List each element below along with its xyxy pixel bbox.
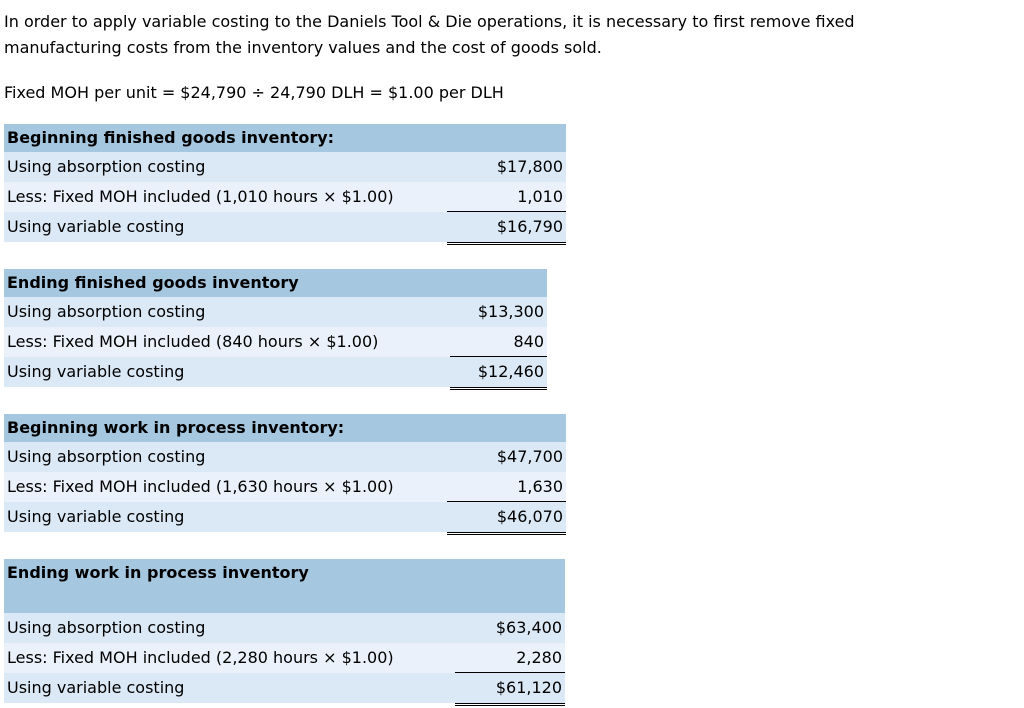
table-row: Less: Fixed MOH included (1,630 hours × …	[4, 472, 566, 502]
table-row: Using variable costing $46,070	[4, 502, 566, 535]
table-row: Using variable costing $61,120	[4, 673, 565, 706]
row-label-variable-costing: Using variable costing	[7, 217, 185, 236]
intro-paragraph-line-2: manufacturing costs from the inventory v…	[4, 38, 602, 57]
table-header-beginning-finished-goods: Beginning finished goods inventory:	[4, 124, 566, 152]
intro-paragraph-line-1: In order to apply variable costing to th…	[4, 12, 855, 31]
row-amount-less-fixed-moh: 2,280	[455, 643, 565, 673]
table-ending-wip-inventory: Ending work in process inventory Using a…	[4, 559, 565, 706]
table-row: Using variable costing $12,460	[4, 357, 547, 390]
row-label-variable-costing: Using variable costing	[7, 507, 185, 526]
table-row: Using absorption costing $13,300	[4, 297, 547, 327]
row-amount-less-fixed-moh: 1,010	[447, 182, 566, 212]
row-amount-less-fixed-moh: 1,630	[447, 472, 566, 502]
table-row: Using variable costing $16,790	[4, 212, 566, 245]
table-row: Using absorption costing $47,700	[4, 442, 566, 472]
table-header-beginning-wip: Beginning work in process inventory:	[4, 414, 566, 442]
row-label-variable-costing: Using variable costing	[7, 362, 185, 381]
fixed-moh-formula: Fixed MOH per unit = $24,790 ÷ 24,790 DL…	[4, 83, 504, 102]
row-label-variable-costing: Using variable costing	[7, 678, 185, 697]
intro-paragraph: In order to apply variable costing to th…	[4, 9, 1024, 61]
row-label-absorption-costing: Using absorption costing	[7, 447, 206, 466]
table-row: Less: Fixed MOH included (840 hours × $1…	[4, 327, 547, 357]
table-beginning-wip-inventory: Beginning work in process inventory: Usi…	[4, 414, 566, 535]
row-label-less-fixed-moh: Less: Fixed MOH included (2,280 hours × …	[7, 648, 394, 667]
table-row: Using absorption costing $17,800	[4, 152, 566, 182]
table-header-ending-finished-goods: Ending finished goods inventory	[4, 269, 547, 297]
row-label-less-fixed-moh: Less: Fixed MOH included (1,010 hours × …	[7, 187, 394, 206]
table-row: Using absorption costing $63,400	[4, 613, 565, 643]
row-amount-variable-costing: $46,070	[447, 502, 566, 535]
table-ending-finished-goods-inventory: Ending finished goods inventory Using ab…	[4, 269, 547, 390]
row-amount-variable-costing: $12,460	[450, 357, 547, 390]
row-label-less-fixed-moh: Less: Fixed MOH included (840 hours × $1…	[7, 332, 379, 351]
row-amount-absorption-costing: $17,800	[496, 157, 563, 176]
row-amount-variable-costing: $61,120	[455, 673, 565, 706]
row-amount-absorption-costing: $13,300	[477, 302, 544, 321]
row-amount-absorption-costing: $47,700	[496, 447, 563, 466]
table-row: Less: Fixed MOH included (2,280 hours × …	[4, 643, 565, 673]
table-row: Less: Fixed MOH included (1,010 hours × …	[4, 182, 566, 212]
row-amount-variable-costing: $16,790	[447, 212, 566, 245]
row-amount-absorption-costing: $63,400	[495, 618, 562, 637]
row-amount-less-fixed-moh: 840	[450, 327, 547, 357]
table-header-ending-wip: Ending work in process inventory	[4, 559, 565, 613]
table-beginning-finished-goods-inventory: Beginning finished goods inventory: Usin…	[4, 124, 566, 245]
row-label-absorption-costing: Using absorption costing	[7, 618, 206, 637]
row-label-absorption-costing: Using absorption costing	[7, 302, 206, 321]
row-label-less-fixed-moh: Less: Fixed MOH included (1,630 hours × …	[7, 477, 394, 496]
row-label-absorption-costing: Using absorption costing	[7, 157, 206, 176]
